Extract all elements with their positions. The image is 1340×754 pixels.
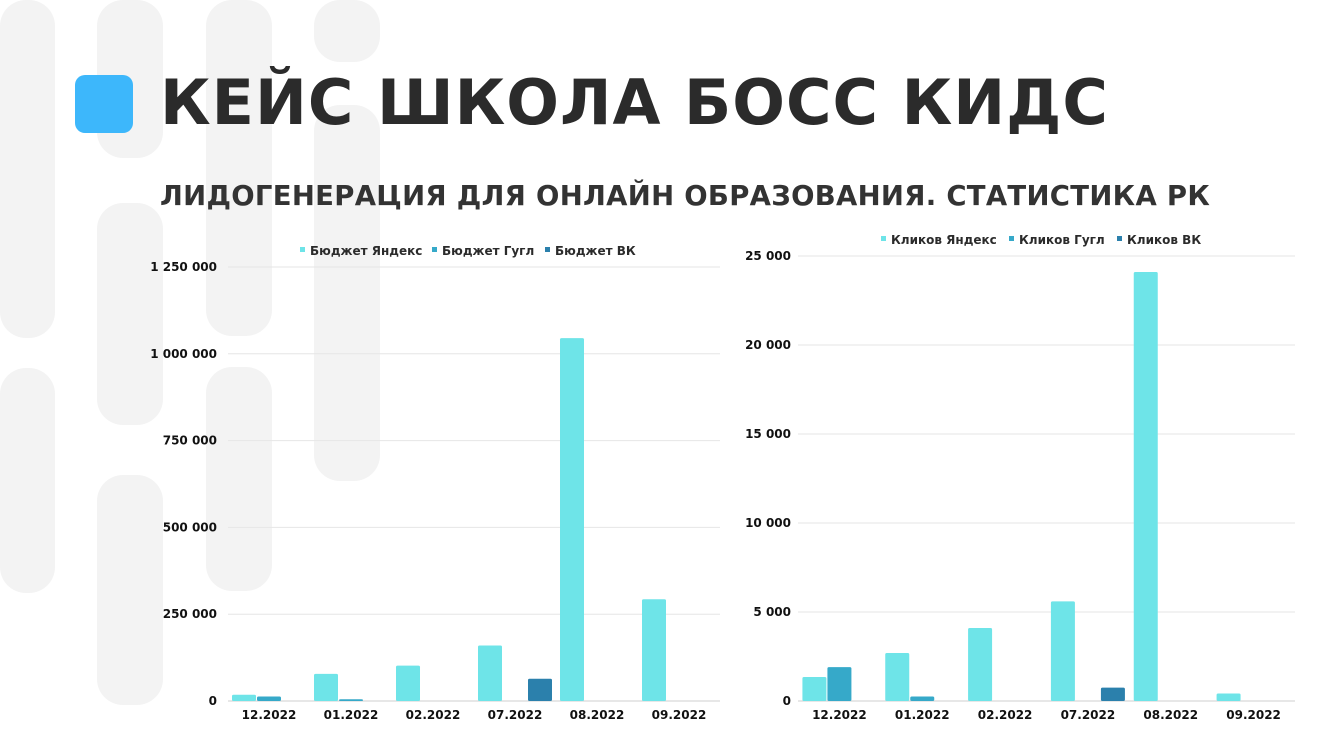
bar-byudzhet-gugl-01.2022 xyxy=(339,699,363,701)
y-tick-label: 25 000 xyxy=(745,249,791,263)
x-tick-label: 07.2022 xyxy=(488,708,543,722)
bar-klikov-yandeks-01.2022 xyxy=(885,652,910,701)
x-tick-label: 02.2022 xyxy=(406,708,461,722)
legend-label: Кликов Яндекс xyxy=(891,233,997,247)
bar-byudzhet-yandeks-12.2022 xyxy=(232,694,256,701)
bar-byudzhet-gugl-12.2022 xyxy=(257,696,281,701)
x-tick-label: 09.2022 xyxy=(1226,708,1281,722)
legend-label: Бюджет ВК xyxy=(555,244,636,258)
page-subtitle: ЛИДОГЕНЕРАЦИЯ ДЛЯ ОНЛАЙН ОБРАЗОВАНИЯ. СТ… xyxy=(160,180,1211,212)
y-tick-label: 15 000 xyxy=(745,427,791,441)
x-tick-label: 01.2022 xyxy=(324,708,379,722)
page-title: КЕЙС ШКОЛА БОСС КИДС xyxy=(160,66,1109,139)
x-tick-label: 12.2022 xyxy=(812,708,867,722)
legend-label: Кликов Гугл xyxy=(1019,233,1105,247)
x-tick-label: 01.2022 xyxy=(895,708,950,722)
y-tick-label: 1 000 000 xyxy=(150,347,217,361)
legend-swatch xyxy=(300,247,305,252)
bar-klikov-yandeks-08.2022 xyxy=(1133,272,1158,701)
background-pill-decoration xyxy=(314,0,380,62)
legend-swatch xyxy=(432,247,437,252)
x-tick-label: 08.2022 xyxy=(1143,708,1198,722)
bar-byudzhet-yandeks-09.2022 xyxy=(642,599,666,701)
legend-swatch xyxy=(1117,236,1122,241)
bar-byudzhet-yandeks-08.2022 xyxy=(560,338,584,701)
y-tick-label: 5 000 xyxy=(753,605,791,619)
y-tick-label: 750 000 xyxy=(163,434,217,448)
y-tick-label: 20 000 xyxy=(745,338,791,352)
background-pill-decoration xyxy=(314,105,380,481)
legend-label: Бюджет Яндекс xyxy=(310,244,422,258)
y-tick-label: 0 xyxy=(209,694,217,708)
background-pill-decoration xyxy=(97,475,163,705)
y-tick-label: 0 xyxy=(783,694,791,708)
bar-klikov-gugl-12.2022 xyxy=(827,667,852,701)
bar-byudzhet-yandeks-01.2022 xyxy=(314,673,338,701)
legend-swatch xyxy=(881,236,886,241)
bar-byudzhet-yandeks-02.2022 xyxy=(396,665,420,701)
bar-klikov-yandeks-12.2022 xyxy=(802,676,827,701)
bar-klikov-yandeks-09.2022 xyxy=(1216,693,1241,701)
background-pill-decoration xyxy=(0,368,55,593)
legend-swatch xyxy=(545,247,550,252)
x-tick-label: 02.2022 xyxy=(978,708,1033,722)
title-accent-square xyxy=(75,75,133,133)
y-tick-label: 10 000 xyxy=(745,516,791,530)
bar-klikov-yandeks-02.2022 xyxy=(968,628,993,701)
bar-byudzhet-yandeks-07.2022 xyxy=(478,645,502,701)
legend-swatch xyxy=(1009,236,1014,241)
bar-klikov-vk-07.2022 xyxy=(1100,687,1125,701)
bar-klikov-gugl-01.2022 xyxy=(910,696,935,701)
bar-byudzhet-vk-07.2022 xyxy=(528,678,552,701)
y-tick-label: 1 250 000 xyxy=(150,260,217,274)
x-tick-label: 07.2022 xyxy=(1061,708,1116,722)
legend-label: Кликов ВК xyxy=(1127,233,1201,247)
y-tick-label: 500 000 xyxy=(163,520,217,534)
background-pill-decoration xyxy=(206,367,272,591)
legend-label: Бюджет Гугл xyxy=(442,244,534,258)
background-pill-decoration xyxy=(0,0,55,338)
x-tick-label: 08.2022 xyxy=(570,708,625,722)
y-tick-label: 250 000 xyxy=(163,607,217,621)
x-tick-label: 09.2022 xyxy=(652,708,707,722)
background-pill-decoration xyxy=(206,0,272,336)
background-pill-decoration xyxy=(97,203,163,425)
bar-klikov-yandeks-07.2022 xyxy=(1050,601,1075,701)
x-tick-label: 12.2022 xyxy=(242,708,297,722)
